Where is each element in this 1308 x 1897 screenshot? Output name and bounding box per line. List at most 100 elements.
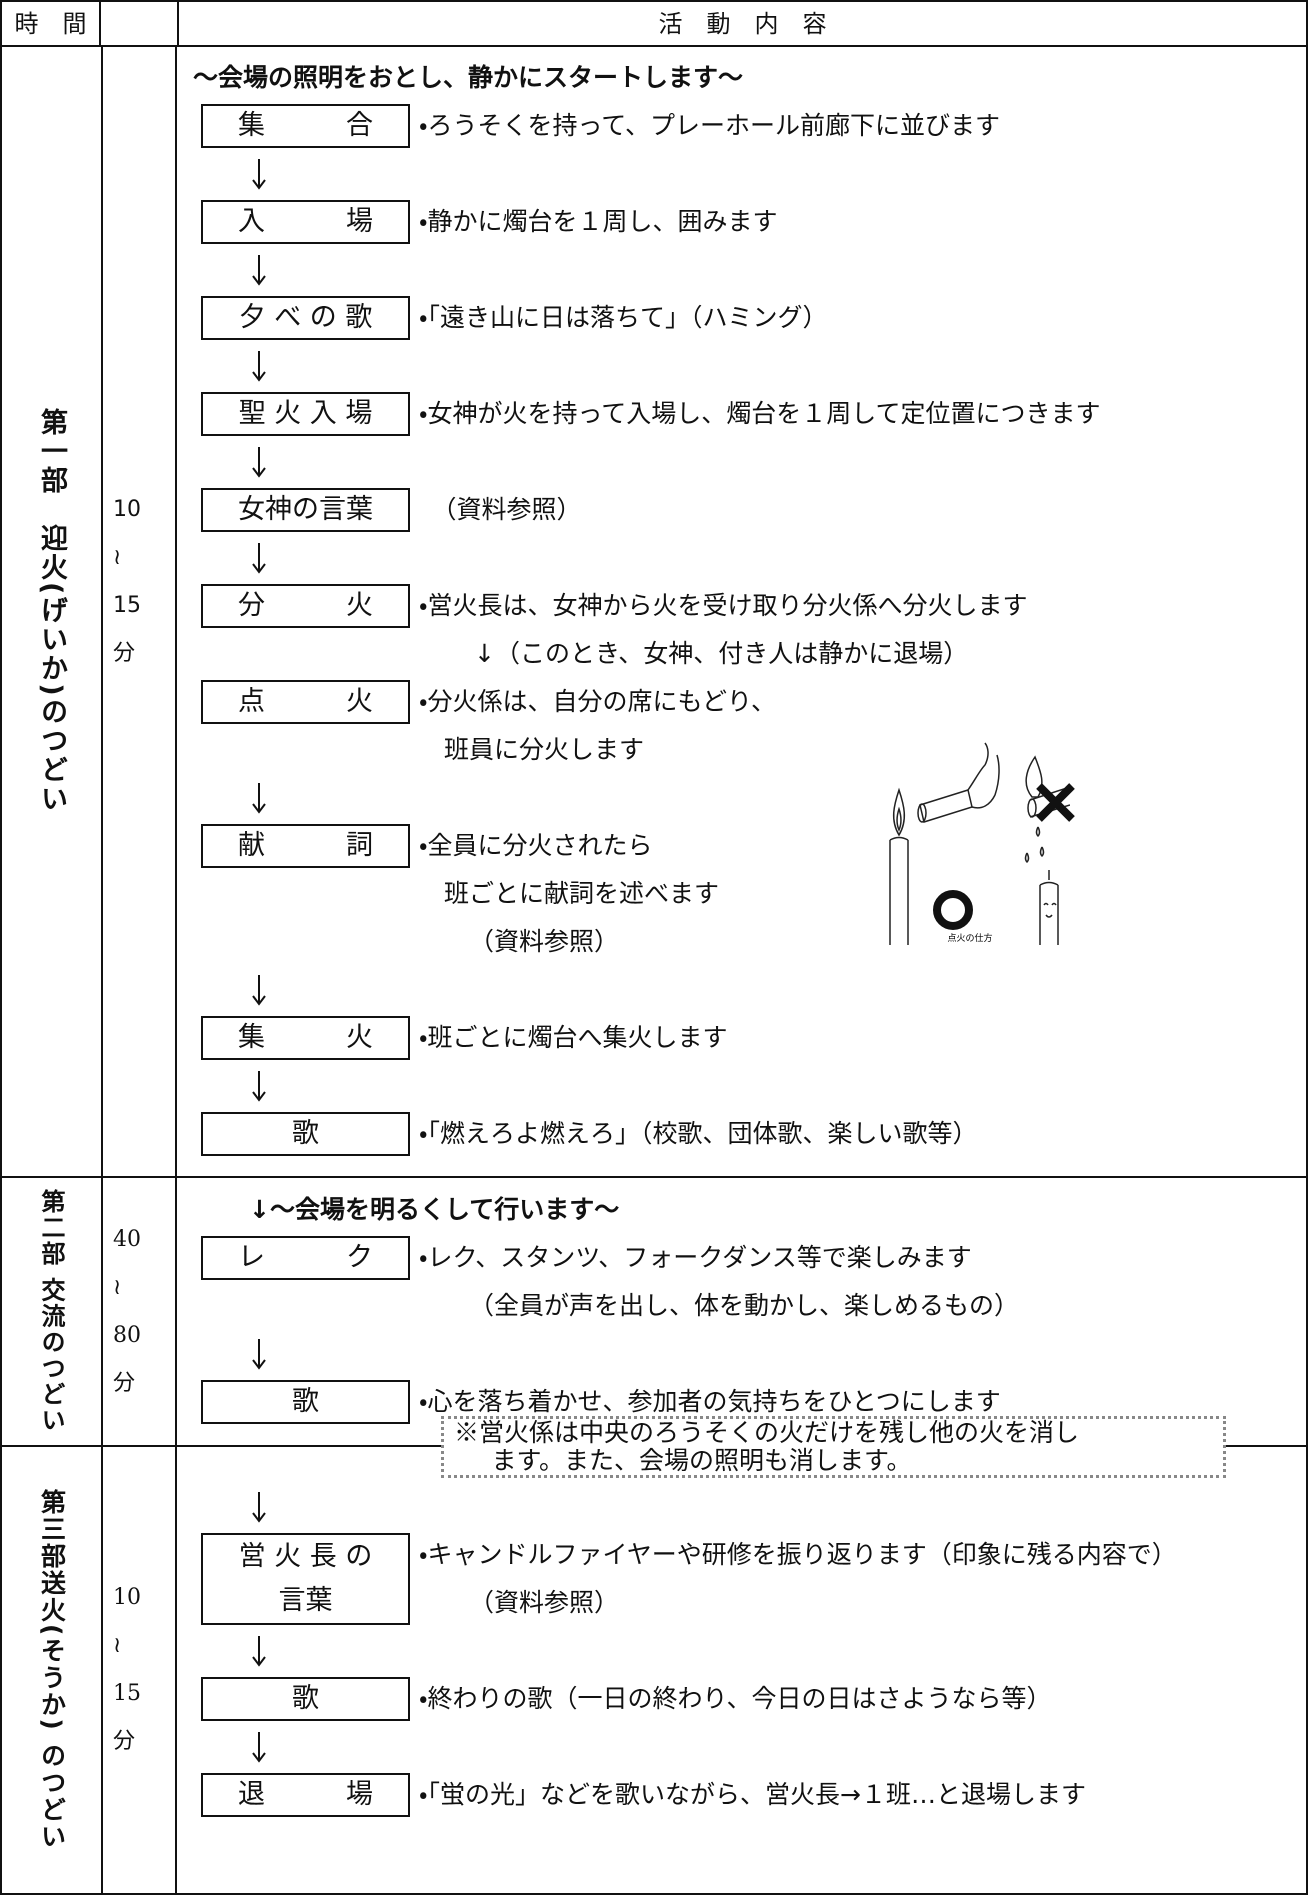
illustration-caption: 点火の仕方 (947, 932, 992, 944)
activity-content: ～会場の照明をおとし、静かにスタートします～ 集 合・ろうそくを持って、プレーホー… (177, 46, 1306, 1176)
step: 夕 べ の 歌・「遠き山に日は落ちて」（ハミング） (201, 294, 1306, 342)
section-title: 第一部 迎火(げいか)のつどい (36, 408, 67, 814)
step-label: レ ク (201, 1236, 410, 1280)
step: 集 合・ろうそくを持って、プレーホール前廊下に並びます (201, 102, 1306, 150)
step-text: ・心を落ち着かせ、参加者の気持ちをひとつにします (410, 1378, 1001, 1426)
step-line: （資料参照） (419, 495, 582, 524)
step-label: 献 詞 (201, 824, 410, 868)
duration-item: 10 (113, 1585, 141, 1610)
flow-arrow (201, 1330, 1306, 1378)
section-intro: ～会場の照明をおとし、静かにスタートします～ (193, 63, 744, 92)
step-text: ・班ごとに燭台へ集火します (410, 1014, 728, 1062)
section-intro: ↓～会場を明るくして行います～ (249, 1195, 620, 1224)
step-line: 班ごとに献詞を述べます (444, 879, 720, 908)
step-line: ・女神が火を持って入場し、燭台を１周して定位置につきます (419, 399, 1101, 428)
step-line: （資料参照） (469, 927, 620, 956)
step-line: ・「蛍の光」などを歌いながら、営火長→１班…と退場します (419, 1780, 1086, 1809)
step: 集 火・班ごとに燭台へ集火します (201, 1014, 1306, 1062)
header-row: 時 間 活 動 内 容 (0, 0, 1308, 47)
step-text: ・静かに燭台を１周し、囲みます (410, 198, 778, 246)
step-line: ・キャンドルファイヤーや研修を振り返ります（印象に残る内容で） (419, 1540, 1177, 1569)
flow-arrow (201, 342, 1306, 390)
flow-arrow (201, 534, 1306, 582)
flow-arrow (201, 150, 1306, 198)
step-text: ・分火係は、自分の席にもどり、 班員に分火します (410, 678, 776, 774)
step-text: ・営火長は、女神から火を受け取り分火係へ分火します ↓（このとき、女神、付き人は静… (410, 582, 1028, 678)
step-line: ・静かに燭台を１周し、囲みます (419, 207, 778, 236)
duration: 10 ≀ 15 分 (101, 46, 177, 1176)
duration-item: 10 (113, 497, 141, 522)
arrow-icon (252, 159, 266, 190)
arrow-icon (252, 351, 266, 382)
wrong-mark (1036, 783, 1075, 822)
flow-arrow (201, 246, 1306, 294)
wrong-mark-area (1180, 890, 1300, 950)
step-label: 歌 (201, 1112, 410, 1156)
step: 分 火・営火長は、女神から火を受け取り分火係へ分火します ↓（このとき、女神、付き… (201, 582, 1306, 678)
arrow-icon (252, 543, 266, 574)
step: 聖 火 入 場・女神が火を持って入場し、燭台を１周して定位置につきます (201, 390, 1306, 438)
step-label: 集 火 (201, 1016, 410, 1060)
step: 歌・終わりの歌（一日の終わり、今日の日はさようなら等） (201, 1675, 1306, 1723)
step-text: ・女神が火を持って入場し、燭台を１周して定位置につきます (410, 390, 1101, 438)
step: 点 火・分火係は、自分の席にもどり、 班員に分火します (201, 678, 1306, 774)
arrow-icon (252, 1636, 266, 1667)
step: レ ク・レク、スタンツ、フォークダンス等で楽しみます （全員が声を出し、体を動かし… (201, 1234, 1306, 1330)
flow-arrow (201, 1483, 1306, 1531)
duration-item: 80 (113, 1322, 141, 1348)
step-label: 歌 (201, 1677, 410, 1721)
step-label: 営 火 長 の 言葉 (201, 1533, 410, 1625)
note-line: ます。また、会場の照明も消します。 (491, 1446, 912, 1475)
section-title-cell: 第三部送火(そうか) のつどい (2, 1447, 101, 1893)
flow-arrow (201, 1062, 1306, 1110)
step-text: ・「蛍の光」などを歌いながら、営火長→１班…と退場します (410, 1771, 1086, 1819)
step-line: ・ろうそくを持って、プレーホール前廊下に並びます (419, 111, 1001, 140)
step-label: 分 火 (201, 584, 410, 628)
step: 献 詞・全員に分火されたら 班ごとに献詞を述べます （資料参照） (201, 822, 1306, 966)
step: 女神の言葉 （資料参照） (201, 486, 1306, 534)
arrow-icon (252, 975, 266, 1006)
step-line: ・「燃えろよ燃えろ」（校歌、団体歌、楽しい歌等） (419, 1119, 978, 1148)
step-text: ・全員に分火されたら 班ごとに献詞を述べます （資料参照） (410, 822, 719, 966)
section-title-cell: 第二部 交流のつどい (2, 1178, 101, 1445)
arrow-icon (252, 1732, 266, 1763)
duration: 40 ≀ 80 分 (101, 1178, 177, 1445)
step-label: 点 火 (201, 680, 410, 724)
flow-arrow (201, 966, 1306, 1014)
arrow-icon (252, 255, 266, 286)
step-text: ・「遠き山に日は落ちて」（ハミング） (410, 294, 828, 342)
content-header: 活 動 内 容 (177, 2, 1306, 47)
candle-illustration: 点火の仕方 (889, 742, 1070, 945)
time-header: 時 間 (2, 2, 101, 47)
duration-item: ≀ (113, 1274, 122, 1300)
duration-item: 15 (113, 1681, 141, 1706)
note-line: ※営火係は中央のろうそくの火だけを残し他の火を消し (454, 1418, 1080, 1447)
duration-item: 40 (113, 1226, 141, 1252)
step: 歌・心を落ち着かせ、参加者の気持ちをひとつにします (201, 1378, 1306, 1426)
step-text: ・キャンドルファイヤーや研修を振り返ります（印象に残る内容で） （資料参照） (410, 1531, 1177, 1627)
section: 第二部 交流のつどい 40 ≀ 80 分 ↓～会場を明るくして行います～ レ ク・レク、スタ… (0, 1178, 1308, 1447)
step-text: ・レク、スタンツ、フォークダンス等で楽しみます （全員が声を出し、体を動かし、楽し… (410, 1234, 1019, 1330)
step-label: 集 合 (201, 104, 410, 148)
step-label: 女神の言葉 (201, 488, 410, 532)
step: 歌・「燃えろよ燃えろ」（校歌、団体歌、楽しい歌等） (201, 1110, 1306, 1158)
section-title: 第二部 交流のつどい (37, 1189, 65, 1434)
step-line: ↓（このとき、女神、付き人は静かに退場） (474, 639, 969, 668)
step-label: 聖 火 入 場 (201, 392, 410, 436)
step-line: ・終わりの歌（一日の終わり、今日の日はさようなら等） (419, 1684, 1052, 1713)
step-line: ・分火係は、自分の席にもどり、 (419, 687, 777, 716)
section: 第一部 迎火(げいか)のつどい 10 ≀ 15 分 ～会場の照明をおとし、静かにスタートし… (0, 46, 1308, 1178)
step-label: 歌 (201, 1380, 410, 1424)
flow-arrow (201, 438, 1306, 486)
step-line: ・心を落ち着かせ、参加者の気持ちをひとつにします (419, 1387, 1001, 1416)
duration-item: 分 (113, 1729, 136, 1754)
duration-item: 分 (113, 641, 136, 666)
step-text: ・終わりの歌（一日の終わり、今日の日はさようなら等） (410, 1675, 1052, 1723)
step-line: ・「遠き山に日は落ちて」（ハミング） (419, 303, 828, 332)
duration-item: 分 (113, 1370, 136, 1396)
flow-arrow (201, 774, 1306, 822)
flow-arrow (201, 1627, 1306, 1675)
step-text: ・「燃えろよ燃えろ」（校歌、団体歌、楽しい歌等） (410, 1110, 978, 1158)
step-label: 夕 べ の 歌 (201, 296, 410, 340)
